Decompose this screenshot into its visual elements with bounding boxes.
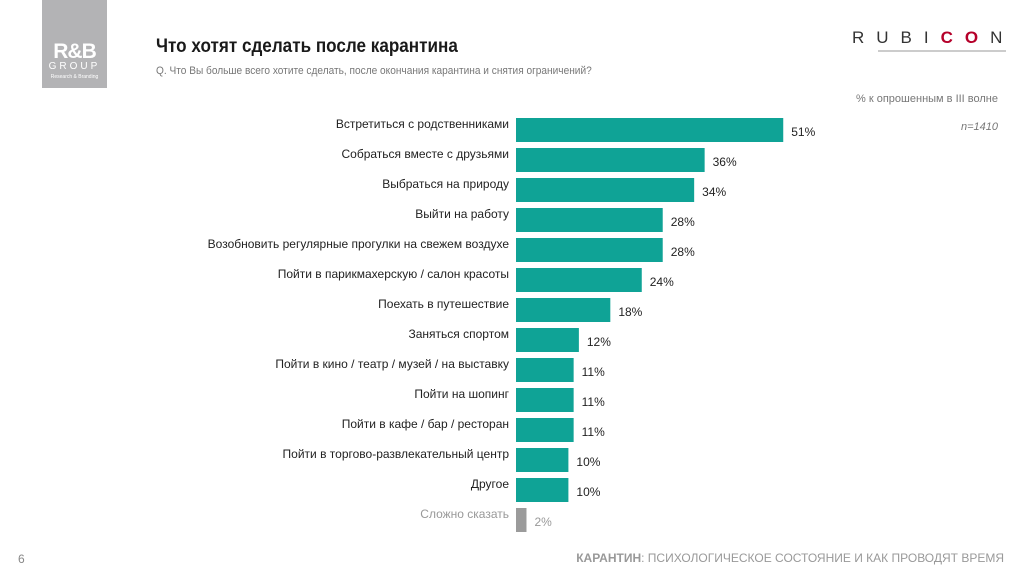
data-label: 28% [671, 245, 695, 259]
bar [516, 478, 569, 502]
category-label: Встретиться с родственниками [336, 117, 509, 131]
logo-tag: Research & Branding [50, 74, 99, 80]
data-label: 10% [576, 455, 600, 469]
logo-main: R&B [53, 40, 97, 63]
bar [516, 118, 784, 142]
category-label: Выйти на работу [415, 207, 509, 221]
data-label: 34% [702, 185, 726, 199]
category-label: Пойти в кино / театр / музей / на выстав… [275, 357, 509, 371]
category-label: Пойти на шопинг [414, 387, 509, 401]
bar [516, 178, 695, 202]
base-note: % к опрошенным в III волне [856, 93, 998, 105]
bar [516, 148, 705, 172]
category-label: Другое [471, 477, 509, 491]
rubicon-tagline [878, 50, 1006, 52]
category-label: Пойти в кафе / бар / ресторан [342, 417, 509, 431]
data-label: 11% [582, 395, 605, 409]
category-label: Выбраться на природу [382, 177, 509, 191]
bar [516, 268, 642, 292]
bar [516, 208, 663, 232]
bar [516, 448, 569, 472]
bar [516, 328, 579, 352]
category-label: Пойти в парикмахерскую / салон красоты [278, 267, 509, 281]
category-label: Сложно сказать [420, 507, 509, 521]
data-label: 28% [671, 215, 695, 229]
data-label: 18% [618, 305, 642, 319]
sample-size: n=1410 [960, 121, 998, 133]
data-label: 36% [713, 155, 737, 169]
rubicon-logo: RUBICON [852, 28, 1015, 47]
data-label: 2% [534, 515, 552, 529]
rb-group-logo: R&B GROUP Research & Branding [42, 0, 107, 88]
page-title: Что хотят сделать после карантина [156, 36, 458, 57]
question-text: Q. Что Вы больше всего хотите сделать, п… [156, 65, 592, 77]
data-label: 51% [791, 125, 815, 139]
bar [516, 388, 574, 412]
data-label: 24% [650, 275, 674, 289]
category-label: Возобновить регулярные прогулки на свеже… [208, 237, 510, 251]
data-label: 12% [587, 335, 611, 349]
page-number: 6 [18, 552, 25, 566]
footer: КАРАНТИН: ПСИХОЛОГИЧЕСКОЕ СОСТОЯНИЕ И КА… [576, 551, 1004, 565]
bar [516, 508, 527, 532]
bar [516, 358, 574, 382]
data-label: 11% [582, 425, 605, 439]
logo-group: GROUP [48, 61, 101, 72]
data-label: 10% [576, 485, 600, 499]
category-label: Пойти в торгово-развлекательный центр [283, 447, 510, 461]
bar [516, 238, 663, 262]
data-label: 11% [582, 365, 605, 379]
category-label: Собраться вместе с друзьями [342, 147, 510, 161]
bar [516, 418, 574, 442]
category-label: Поехать в путешествие [378, 297, 509, 311]
bar [516, 298, 611, 322]
category-label: Заняться спортом [409, 327, 510, 341]
